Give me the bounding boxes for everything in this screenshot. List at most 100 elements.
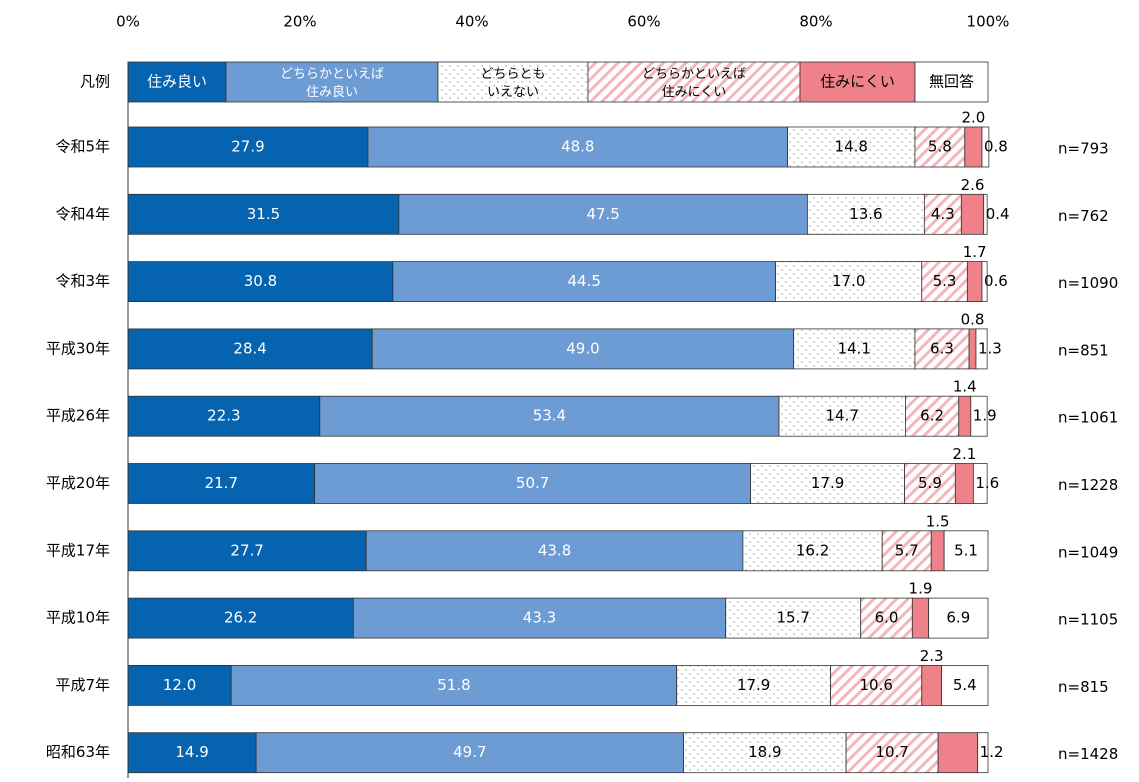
value-label: 4.3 [931, 205, 955, 223]
value-label: 30.8 [244, 272, 277, 290]
category-label: 平成20年 [46, 474, 110, 492]
value-label: 47.5 [586, 205, 619, 223]
bar-segment [958, 395, 972, 437]
value-label: 1.9 [909, 580, 933, 598]
value-label: 1.5 [926, 512, 950, 530]
legend-label-line: いえない [487, 85, 539, 100]
bar-segment [911, 597, 930, 639]
n-label: n=851 [1058, 341, 1109, 359]
value-label: 0.6 [984, 272, 1008, 290]
n-label: n=1428 [1058, 745, 1118, 763]
value-label: 5.8 [928, 138, 952, 156]
bar-segment [966, 261, 983, 303]
bar-segment [750, 463, 905, 504]
bar-segment [127, 732, 257, 774]
value-label: 27.9 [231, 138, 264, 156]
legend-label-line: 住み良い [306, 84, 358, 100]
value-label: 22.3 [207, 407, 240, 425]
value-label: 5.1 [954, 541, 978, 559]
value-label: 15.7 [777, 609, 810, 627]
value-label: 1.3 [978, 339, 1002, 357]
value-label: 1.2 [980, 743, 1004, 761]
bar-segment [941, 665, 989, 706]
value-label: 0.4 [986, 205, 1010, 223]
bar-segment [392, 261, 776, 303]
bar-segment [904, 463, 956, 504]
x-tick-label: 40% [455, 13, 488, 31]
value-label: 1.4 [953, 378, 977, 396]
legend-label: どちらかといえば住みにくい [642, 67, 746, 100]
bar-segment [921, 261, 968, 303]
bar-segment [981, 126, 990, 168]
bar-segment [937, 732, 979, 774]
value-label: 2.3 [920, 647, 944, 665]
value-label: 0.8 [984, 138, 1008, 156]
category-label: 平成10年 [46, 609, 110, 627]
bar-segment [127, 530, 367, 572]
value-label: 44.5 [568, 272, 601, 290]
legend-label-line: どちらかといえば [280, 67, 384, 82]
value-label: 17.9 [737, 676, 770, 694]
bar-segment [787, 126, 916, 168]
bar-segment [365, 530, 744, 572]
bar-segment [983, 193, 988, 235]
legend-swatch [127, 61, 227, 103]
bar-segment [968, 328, 977, 370]
value-label: 14.7 [826, 407, 859, 425]
category-label: 平成7年 [55, 676, 110, 694]
bar-segment [127, 395, 321, 437]
legend-swatch [914, 61, 989, 103]
legend-label: 住み良い [147, 73, 207, 91]
n-label: n=1049 [1058, 543, 1118, 561]
value-label: 43.3 [523, 609, 556, 627]
value-label: 43.8 [538, 541, 571, 559]
category-label: 平成26年 [46, 407, 110, 425]
bar-segment [981, 261, 988, 303]
value-label: 6.0 [875, 609, 899, 627]
value-label: 12.0 [163, 676, 196, 694]
bar-segment [127, 463, 316, 504]
bar-segment [371, 328, 795, 370]
value-label: 49.0 [566, 339, 599, 357]
bar-segment [930, 530, 945, 572]
value-label: 17.9 [811, 474, 844, 492]
category-label: 令和5年 [55, 138, 110, 156]
value-label: 18.9 [748, 743, 781, 761]
legend-label-line: どちらとも [480, 67, 545, 82]
value-label: 17.0 [832, 272, 865, 290]
n-label: n=1228 [1058, 476, 1118, 494]
bar-segment [905, 395, 960, 437]
bar-segment [972, 463, 988, 504]
x-tick-label: 0% [116, 13, 140, 31]
bar-segment [742, 530, 883, 572]
value-label: 2.0 [961, 109, 985, 127]
bar-segment [367, 126, 789, 168]
value-label: 1.9 [973, 407, 997, 425]
bar-segment [970, 395, 988, 437]
bar-segment [127, 193, 400, 235]
bar-segment [964, 126, 983, 168]
bar-segment [923, 193, 962, 235]
bar-segment [975, 328, 988, 370]
bar-segment [676, 665, 832, 706]
value-label: 6.2 [920, 407, 944, 425]
x-tick-label: 100% [967, 13, 1010, 31]
bar-segment [127, 126, 369, 168]
value-label: 16.2 [796, 541, 829, 559]
n-label: n=793 [1058, 140, 1109, 158]
value-label: 6.3 [930, 339, 954, 357]
value-label: 14.8 [835, 138, 868, 156]
value-label: 50.7 [516, 474, 549, 492]
x-tick-label: 20% [283, 13, 316, 31]
legend-label: 住みにくい [820, 73, 895, 91]
value-label: 48.8 [561, 138, 594, 156]
bar-segment [807, 193, 925, 235]
bar-segment [398, 193, 808, 235]
bar-segment [914, 126, 966, 168]
value-label: 10.6 [859, 676, 892, 694]
value-label: 13.6 [849, 205, 882, 223]
value-label: 21.7 [205, 474, 238, 492]
bar-segment [830, 665, 923, 706]
value-label: 1.7 [963, 243, 987, 261]
